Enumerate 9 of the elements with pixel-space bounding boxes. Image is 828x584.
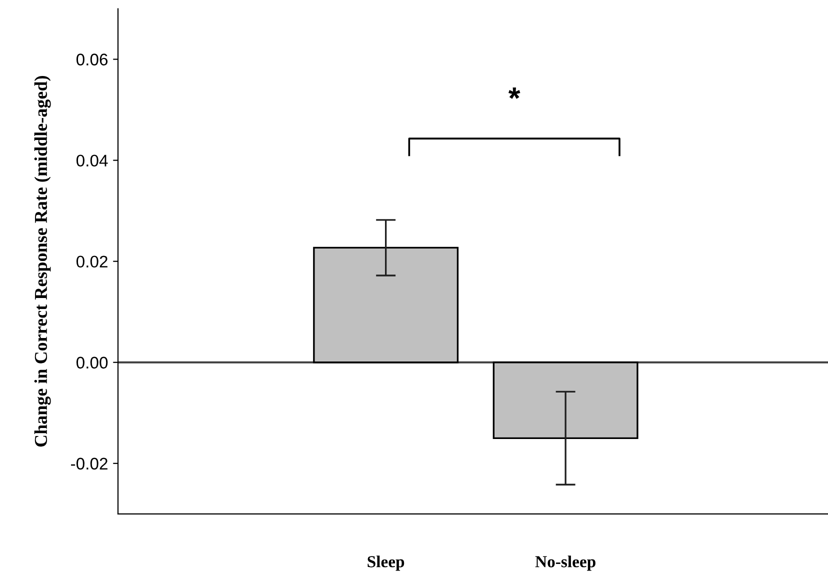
y-tick-label: -0.02: [71, 458, 108, 470]
y-tick-label: 0.00: [76, 356, 108, 369]
annotation: *: [508, 87, 520, 99]
x-tick-label: No-sleep: [535, 556, 596, 571]
x-tick-label: Sleep: [368, 556, 404, 571]
y-axis-title: Change in Correct Response Rate (middle-aged): [34, 76, 51, 447]
y-tick-label: 0.02: [76, 256, 108, 268]
y-tick-label: 0.04: [76, 154, 108, 167]
y-tick-label: 0.06: [76, 54, 108, 66]
